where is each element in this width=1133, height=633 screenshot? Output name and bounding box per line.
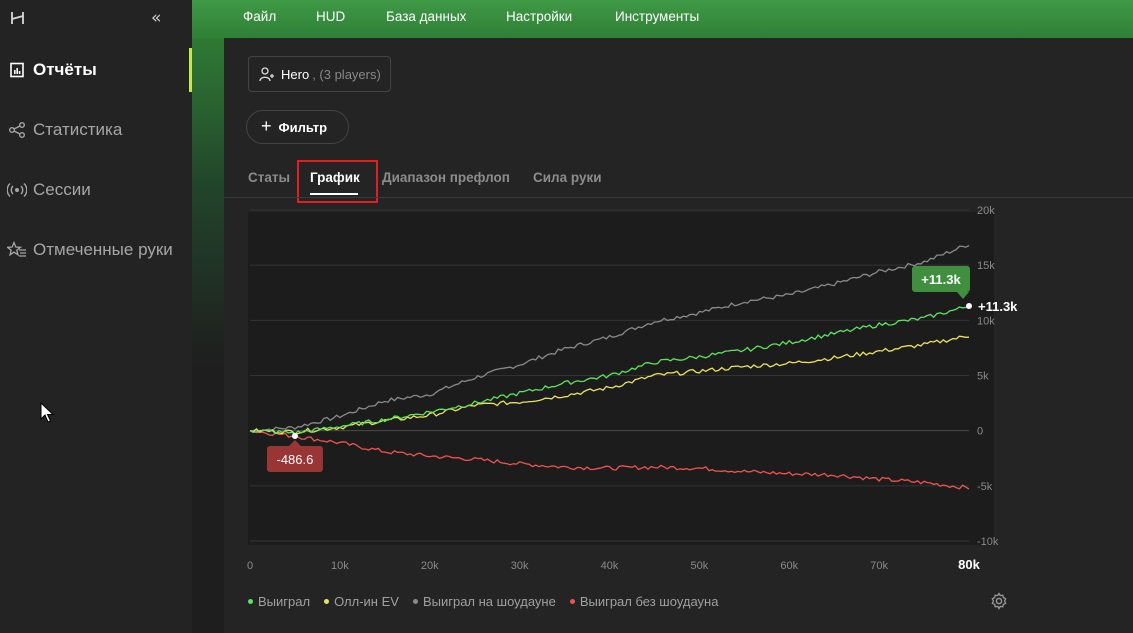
tab-hand-strength[interactable]: Сила руки bbox=[533, 170, 602, 185]
x-tick-label: 0 bbox=[247, 560, 253, 572]
menu-database[interactable]: База данных bbox=[386, 8, 467, 24]
sidebar-item-label: Отмеченные руки bbox=[33, 240, 173, 259]
series-line bbox=[249, 306, 970, 436]
chart-background bbox=[248, 212, 994, 545]
user-switch-icon bbox=[259, 67, 274, 82]
menu-tools[interactable]: Инструменты bbox=[615, 8, 700, 24]
min-badge-pointer bbox=[288, 440, 301, 447]
menu-hud[interactable]: HUD bbox=[316, 8, 346, 24]
background-gradient bbox=[192, 38, 224, 633]
x-tick-label: 20k bbox=[421, 560, 439, 572]
graph-nodes-icon bbox=[7, 120, 27, 140]
legend-dot bbox=[248, 599, 253, 604]
players-count: , (3 players) bbox=[312, 66, 381, 82]
mouse-cursor-icon bbox=[40, 402, 54, 423]
player-selector-button[interactable]: Hero , (3 players) bbox=[248, 56, 391, 92]
x-end-label: 80k bbox=[958, 557, 980, 572]
menu-settings[interactable]: Настройки bbox=[506, 8, 573, 24]
max-badge-label: +11.3k bbox=[921, 272, 961, 287]
x-tick-label: 30k bbox=[511, 560, 529, 572]
series-line bbox=[249, 430, 970, 490]
min-badge bbox=[266, 446, 323, 473]
legend-label: Олл-ин EV bbox=[334, 594, 399, 609]
sidebar-item-reports[interactable]: Отчёты bbox=[0, 48, 192, 92]
legend-item-non-showdown[interactable]: Выиграл без шоудауна bbox=[569, 594, 719, 609]
end-point-marker bbox=[966, 302, 972, 309]
y-tick-label: -5k bbox=[977, 481, 993, 493]
y-tick-label: 15k bbox=[977, 260, 995, 272]
legend-label: Выиграл bbox=[258, 594, 311, 609]
menu-file[interactable]: Файл bbox=[243, 8, 277, 24]
min-point-marker bbox=[291, 433, 298, 440]
series-line bbox=[249, 245, 970, 433]
x-tick-label: 50k bbox=[691, 560, 709, 572]
max-badge bbox=[912, 265, 970, 292]
y-tick-label: 10k bbox=[977, 315, 995, 327]
legend-dot bbox=[569, 599, 575, 604]
x-tick-label: 10k bbox=[331, 560, 349, 572]
plus-icon: + bbox=[261, 115, 272, 136]
tab-graph[interactable]: График bbox=[310, 170, 360, 185]
player-name: Hero bbox=[281, 66, 310, 82]
sidebar-item-sessions[interactable]: Сессии bbox=[0, 173, 192, 207]
legend-dot bbox=[412, 599, 418, 604]
chart-legend: Выиграл Олл-ин EV Выиграл на шоудауне Вы… bbox=[248, 594, 732, 609]
sidebar-item-label: Отчёты bbox=[33, 60, 97, 79]
star-list-icon bbox=[7, 240, 27, 260]
legend-label: Выиграл без шоудауна bbox=[579, 594, 719, 609]
tab-highlight-box bbox=[297, 160, 378, 203]
y-tick-label: 0 bbox=[977, 426, 983, 438]
x-tick-label: 70k bbox=[870, 560, 888, 572]
y-tick-label: 5k bbox=[977, 371, 989, 383]
broadcast-icon bbox=[7, 180, 27, 200]
sidebar-item-statistics[interactable]: Статистика bbox=[0, 113, 192, 147]
winnings-chart[interactable]: 20k 15k 10k 5k 0 -5k -10k 0 10k 20k 30k 40k 50k 60k 70… bbox=[224, 38, 1133, 588]
x-tick-label: 60k bbox=[780, 560, 798, 572]
min-badge-label: -486.6 bbox=[277, 452, 314, 467]
legend-item-won[interactable]: Выиграл bbox=[248, 594, 310, 609]
x-tick-label: 40k bbox=[601, 560, 619, 572]
top-menu-bar bbox=[192, 0, 1133, 38]
sidebar: « Отчёты Статистика Сессии Отмеченные ру… bbox=[0, 0, 192, 633]
gear-icon[interactable] bbox=[990, 592, 1008, 610]
series-line bbox=[249, 335, 970, 435]
legend-dot bbox=[324, 599, 330, 604]
legend-item-allin-ev[interactable]: Олл-ин EV bbox=[324, 594, 399, 609]
collapse-sidebar-icon[interactable]: « bbox=[151, 8, 162, 28]
sidebar-item-label: Статистика bbox=[33, 120, 123, 139]
legend-label: Выиграл на шоудауне bbox=[422, 594, 556, 609]
y-tick-label: 20k bbox=[977, 205, 995, 217]
tabs-divider bbox=[224, 197, 1133, 198]
active-tab-indicator bbox=[310, 193, 358, 195]
legend-item-showdown[interactable]: Выиграл на шоудауне bbox=[412, 594, 556, 609]
add-filter-button[interactable]: + Фильтр bbox=[246, 110, 349, 144]
max-badge-pointer bbox=[957, 291, 969, 299]
tab-preflop-range[interactable]: Диапазон префлоп bbox=[382, 170, 510, 185]
filter-label: Фильтр bbox=[278, 119, 328, 135]
end-value-label: +11.3k bbox=[978, 299, 1018, 314]
report-icon bbox=[7, 60, 27, 80]
report-panel: Hero , (3 players) + Фильтр Статы График… bbox=[224, 38, 1133, 633]
tab-stats[interactable]: Статы bbox=[248, 170, 291, 185]
logo-icon bbox=[11, 12, 24, 24]
y-tick-label: -10k bbox=[977, 536, 999, 548]
sidebar-item-marked-hands[interactable]: Отмеченные руки bbox=[0, 233, 192, 267]
sidebar-item-label: Сессии bbox=[33, 180, 91, 199]
